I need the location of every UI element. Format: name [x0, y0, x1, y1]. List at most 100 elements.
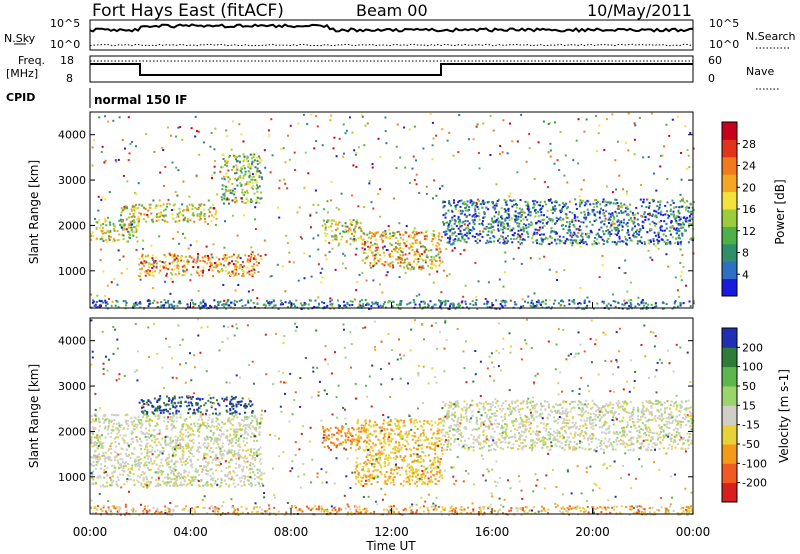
scatter-cell	[454, 220, 457, 223]
noise-cell	[251, 173, 254, 176]
scatter-cell	[417, 258, 420, 260]
near-range-cell	[268, 300, 271, 303]
scatter-cell	[122, 234, 125, 237]
scatter-cell	[227, 189, 230, 192]
scatter-cell	[90, 440, 93, 443]
scatter-cell	[174, 435, 177, 438]
scatter-cell	[146, 415, 149, 418]
scatter-cell	[246, 457, 249, 460]
scatter-cell	[122, 219, 124, 221]
scatter-cell	[183, 260, 185, 263]
scatter-cell	[176, 484, 179, 487]
scatter-cell	[621, 206, 624, 209]
scatter-cell	[203, 203, 206, 206]
noise-cell	[459, 253, 462, 255]
scatter-cell	[259, 172, 262, 174]
scatter-cell	[243, 460, 246, 462]
scatter-cell	[201, 274, 204, 277]
scatter-cell	[235, 179, 238, 182]
noise-cell	[211, 256, 214, 259]
noise-cell	[671, 118, 674, 121]
scatter-cell	[233, 479, 236, 482]
scatter-cell	[141, 406, 143, 409]
scatter-cell	[243, 270, 246, 273]
noise-cell	[604, 217, 607, 220]
scatter-cell	[350, 224, 353, 226]
scatter-cell	[165, 408, 168, 411]
scatter-cell	[158, 409, 161, 412]
noise-cell	[135, 248, 138, 251]
scatter-cell	[182, 433, 185, 436]
scatter-cell	[532, 233, 535, 236]
noise-cell	[317, 234, 320, 237]
scatter-cell	[371, 232, 374, 235]
scatter-cell	[415, 239, 418, 242]
scatter-cell	[212, 477, 215, 480]
scatter-cell	[242, 275, 245, 277]
scatter-cell	[424, 261, 427, 264]
scatter-cell	[197, 252, 199, 255]
scatter-cell	[215, 210, 218, 213]
near-range-cell	[160, 306, 163, 309]
scatter-cell	[487, 241, 490, 244]
scatter-cell	[219, 269, 222, 272]
scatter-cell	[209, 257, 212, 260]
scatter-cell	[437, 253, 440, 256]
scatter-cell	[531, 234, 534, 237]
colorbar-segment	[722, 156, 737, 175]
scatter-cell	[106, 466, 109, 469]
scatter-cell	[430, 263, 433, 265]
scatter-cell	[143, 261, 146, 264]
scatter-cell	[616, 234, 618, 237]
scatter-cell	[143, 433, 146, 436]
scatter-cell	[483, 201, 486, 204]
noise-cell	[166, 126, 169, 129]
scatter-cell	[189, 439, 192, 442]
near-range-cell	[339, 305, 341, 307]
scatter-cell	[420, 245, 423, 248]
scatter-cell	[115, 422, 118, 425]
noise-cell	[197, 130, 200, 133]
scatter-cell	[228, 470, 231, 473]
scatter-cell	[237, 254, 240, 256]
scatter-cell	[173, 413, 176, 416]
scatter-cell	[473, 223, 476, 226]
scatter-cell	[559, 209, 562, 212]
noise-cell	[445, 248, 448, 250]
noise-cell	[409, 243, 411, 246]
noise-cell	[679, 275, 682, 278]
scatter-cell	[619, 205, 622, 208]
scatter-cell	[206, 453, 209, 456]
noise-cell	[431, 144, 434, 147]
colorbar-tick-label: 12	[742, 225, 756, 238]
scatter-cell	[602, 198, 605, 201]
scatter-cell	[179, 473, 182, 476]
scatter-cell	[248, 416, 251, 419]
scatter-cell	[373, 242, 376, 245]
scatter-cell	[123, 470, 126, 473]
scatter-cell	[551, 220, 554, 223]
scatter-cell	[622, 221, 625, 224]
scatter-cell	[206, 481, 208, 484]
noise-cell	[634, 124, 637, 127]
scatter-cell	[611, 220, 614, 223]
noise-cell	[213, 171, 216, 174]
scatter-cell	[167, 403, 170, 406]
scatter-cell	[252, 463, 255, 465]
scatter-cell	[259, 462, 262, 465]
noise-cell	[399, 156, 402, 159]
noise-cell	[195, 175, 198, 178]
noise-cell	[303, 186, 306, 189]
noise-cell	[118, 116, 121, 119]
noise-cell	[415, 183, 418, 186]
scatter-cell	[235, 155, 238, 158]
scatter-cell	[476, 238, 479, 241]
noise-cell	[690, 210, 693, 213]
scatter-cell	[212, 434, 215, 436]
scatter-cell	[148, 461, 151, 464]
scatter-cell	[461, 237, 464, 240]
scatter-cell	[185, 268, 188, 271]
scatter-cell	[240, 476, 243, 479]
scatter-cell	[231, 459, 234, 462]
